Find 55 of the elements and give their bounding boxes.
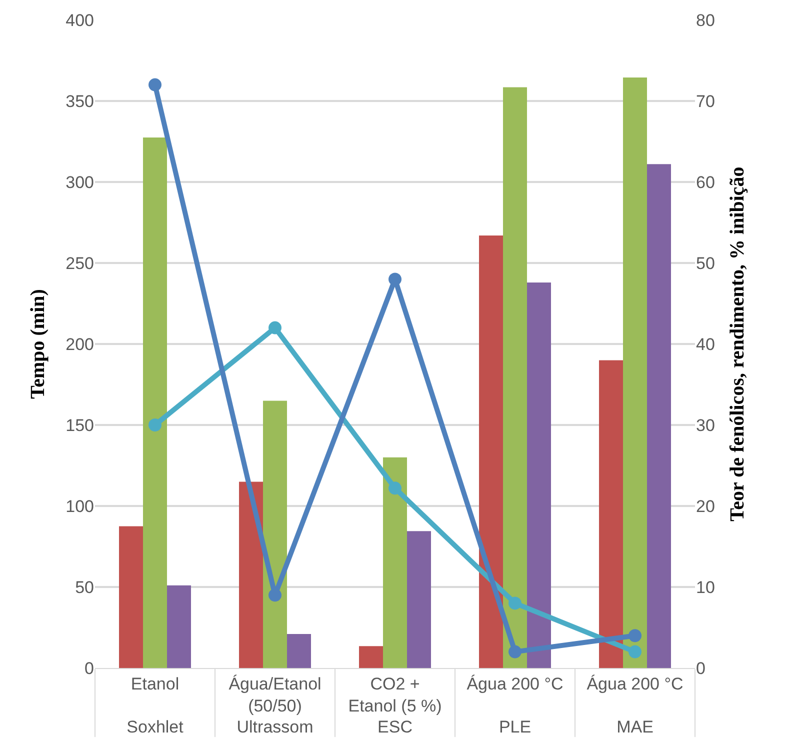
y-tick-label: 250: [66, 254, 94, 273]
y2-tick-label: 70: [696, 92, 715, 111]
point: [388, 272, 402, 286]
bar: [623, 78, 647, 668]
point: [388, 482, 402, 495]
point: [268, 588, 282, 602]
x-tick-label: Água 200 °C: [466, 674, 564, 694]
bar: [407, 531, 431, 668]
bar: [503, 87, 527, 668]
bar: [263, 400, 287, 668]
y2-tick-label: 60: [696, 172, 715, 192]
y2-tick-label: 20: [696, 496, 715, 516]
bar: [359, 646, 383, 668]
y2-axis-title: Teor de fenólicos, rendimento, % inibição: [726, 166, 748, 522]
text: ESC: [378, 718, 412, 736]
y2-tick-label: 0: [696, 658, 706, 678]
bar: [119, 526, 143, 668]
y-tick-label: 300: [66, 172, 94, 192]
y-tick-label: 200: [66, 334, 94, 354]
bar: [527, 282, 551, 668]
bar: [647, 164, 671, 668]
bar: [287, 634, 311, 668]
x-tick-label: CO2 + Etanol (5 %): [348, 674, 442, 716]
x-tick-label: Água 200 °C: [586, 674, 684, 694]
y-axis-title: Tempo (min): [27, 289, 50, 399]
bar: [143, 137, 167, 668]
point: [508, 596, 522, 610]
point: [628, 629, 642, 642]
y2-tick-label: 10: [696, 578, 715, 597]
point: [508, 645, 522, 658]
point: [148, 418, 162, 432]
bar: [599, 360, 623, 668]
y-tick-label: 150: [66, 416, 94, 435]
text: MAE: [616, 718, 654, 736]
y-tick-label: 400: [66, 10, 94, 30]
text: Ultrassom: [236, 718, 314, 736]
y-tick-label: 50: [75, 578, 94, 597]
point: [628, 645, 642, 658]
y-tick-label: 0: [84, 658, 94, 678]
bar: [479, 235, 503, 668]
text: Soxhlet: [126, 718, 184, 736]
y2-tick-label: 30: [696, 416, 715, 435]
point: [268, 321, 282, 334]
y2-tick-label: 50: [696, 254, 715, 273]
y-tick-label: 350: [66, 92, 94, 111]
point: [148, 78, 162, 92]
bar: [239, 482, 263, 668]
bar: [383, 457, 407, 668]
text: PLE: [498, 718, 532, 736]
y-tick-label: 100: [66, 496, 94, 516]
y2-tick-label: 40: [696, 334, 715, 354]
bar: [167, 585, 191, 668]
x-tick-label: Água/Etanol (50/50): [228, 674, 322, 716]
y2-tick-label: 80: [696, 10, 715, 30]
x-tick-label: Etanol: [130, 674, 180, 694]
